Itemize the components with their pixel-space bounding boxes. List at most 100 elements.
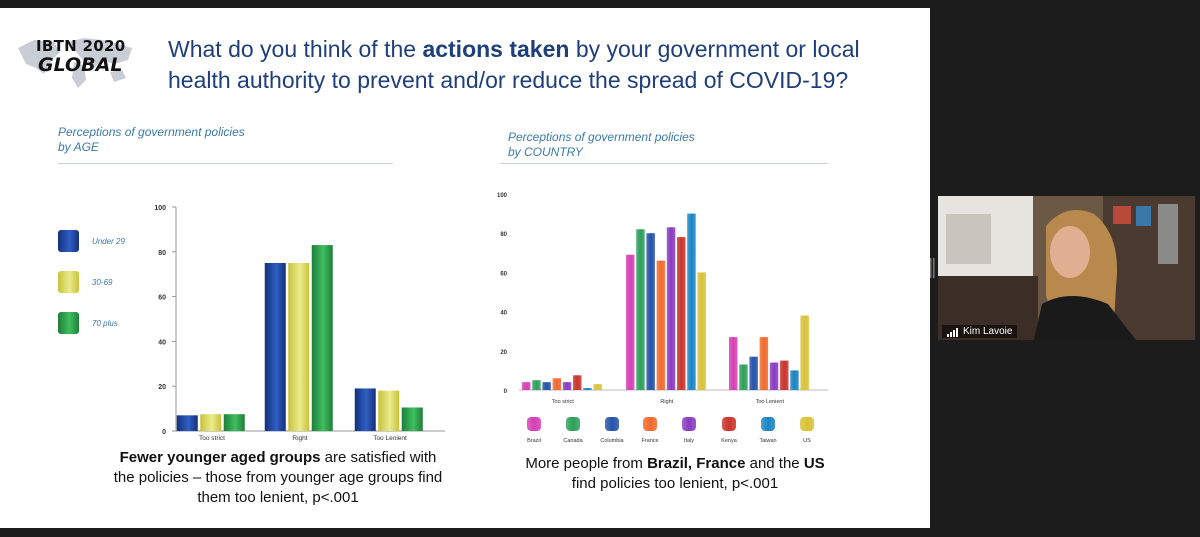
legend-swatch-italy bbox=[682, 417, 696, 431]
bar-columbia-right bbox=[646, 233, 655, 390]
bar-brazil-right bbox=[626, 254, 635, 390]
country-caption-part2: and the bbox=[745, 455, 804, 472]
logo-line1: IBTN 2020 bbox=[36, 37, 126, 55]
age-chart-title-line1: Perceptions of government policies bbox=[58, 125, 245, 139]
bar-canada-too-strict bbox=[532, 380, 541, 390]
legend-label-70-plus: 70 plus bbox=[92, 319, 118, 328]
legend-swatch-brazil bbox=[527, 417, 541, 431]
x-tick-label: Right bbox=[660, 399, 673, 405]
country-caption: More people from Brazil, France and the … bbox=[520, 454, 830, 494]
y-tick-label: 20 bbox=[500, 350, 507, 356]
legend-label-italy: Italy bbox=[684, 438, 694, 444]
presentation-slide: IBTN 2020 GLOBAL What do you think of th… bbox=[0, 8, 930, 528]
legend-swatch-france bbox=[643, 417, 657, 431]
bar-us-too-strict bbox=[593, 384, 602, 390]
country-caption-part3: find policies too lenient, p<.001 bbox=[571, 475, 779, 492]
age-chart-title-line2: by AGE bbox=[58, 140, 99, 154]
question-bold: actions taken bbox=[422, 36, 570, 62]
legend-label-taiwan: Taiwan bbox=[759, 438, 776, 444]
bar-under-29-right bbox=[264, 263, 286, 431]
age-caption: Fewer younger aged groups are satisfied … bbox=[108, 448, 448, 508]
legend-label-brazil: Brazil bbox=[527, 438, 541, 444]
bar-70-plus-too-lenient bbox=[401, 407, 423, 431]
participant-name: Kim Lavoie bbox=[963, 326, 1013, 337]
legend-label-columbia: Columbia bbox=[600, 438, 624, 444]
country-bar-chart: 0 20 40 60 80 100 Too strict Right Too Lenient Br… bbox=[497, 193, 828, 444]
y-tick-label: 80 bbox=[158, 250, 166, 257]
y-tick-label: 40 bbox=[158, 339, 166, 346]
signal-strength-icon bbox=[947, 326, 959, 337]
legend-label-30-69: 30-69 bbox=[92, 278, 113, 287]
legend-swatch-us bbox=[800, 417, 814, 431]
legend-swatch-70-plus bbox=[58, 312, 79, 334]
x-tick-label: Too strict bbox=[199, 435, 225, 442]
bar-france-too-lenient bbox=[759, 337, 769, 390]
legend-swatch-30-69 bbox=[58, 271, 79, 293]
country-chart-title-line2: by COUNTRY bbox=[508, 145, 583, 159]
ibtn-logo: IBTN 2020 GLOBAL bbox=[14, 34, 136, 92]
y-tick-label: 40 bbox=[500, 311, 507, 317]
bar-under-29-too-strict bbox=[176, 415, 198, 431]
logo-line2: GLOBAL bbox=[38, 54, 123, 76]
legend-swatch-kenya bbox=[722, 417, 736, 431]
y-tick-label: 0 bbox=[504, 389, 508, 395]
legend-label-us: US bbox=[803, 438, 811, 444]
participant-name-label: Kim Lavoie bbox=[942, 325, 1018, 338]
bar-columbia-too-lenient bbox=[749, 356, 758, 390]
y-tick-label: 60 bbox=[500, 271, 507, 277]
legend-label-under-29: Under 29 bbox=[92, 237, 125, 246]
bar-30-69-right bbox=[288, 263, 310, 431]
y-tick-label: 100 bbox=[154, 205, 166, 212]
bar-canada-too-lenient bbox=[739, 364, 748, 390]
bar-kenya-right bbox=[677, 237, 686, 390]
x-tick-label: Too Lenient bbox=[756, 399, 785, 405]
bar-canada-right bbox=[636, 229, 645, 390]
legend-swatch-under-29 bbox=[58, 230, 79, 252]
bar-kenya-too-lenient bbox=[780, 360, 789, 390]
participant-video-tile[interactable]: Kim Lavoie bbox=[938, 196, 1195, 340]
bar-kenya-too-strict bbox=[573, 375, 582, 390]
bar-france-right bbox=[656, 260, 666, 390]
bar-70-plus-too-strict bbox=[223, 414, 245, 431]
y-tick-label: 0 bbox=[162, 429, 166, 436]
bar-brazil-too-strict bbox=[522, 382, 531, 390]
country-caption-part1: More people from bbox=[525, 455, 648, 472]
question-part2: by your government or local health autho… bbox=[168, 36, 860, 93]
grip-icon bbox=[930, 258, 935, 278]
country-title-rule bbox=[500, 163, 828, 164]
legend-swatch-taiwan bbox=[761, 417, 775, 431]
resize-handle[interactable] bbox=[930, 258, 935, 278]
country-chart-title-line1: Perceptions of government policies bbox=[508, 130, 695, 144]
bar-italy-too-strict bbox=[562, 382, 572, 390]
x-tick-label: Too Lenient bbox=[373, 435, 407, 442]
question-part1: What do you think of the bbox=[168, 36, 423, 62]
y-tick-label: 80 bbox=[500, 232, 507, 238]
age-chart-title: Perceptions of government policies by AG… bbox=[58, 125, 245, 155]
legend-label-canada: Canada bbox=[563, 438, 583, 444]
y-tick-label: 20 bbox=[158, 384, 166, 391]
bar-columbia-too-strict bbox=[542, 382, 551, 390]
age-caption-bold: Fewer younger aged groups bbox=[119, 449, 321, 466]
bar-italy-right bbox=[666, 227, 676, 390]
bar-italy-too-lenient bbox=[769, 362, 779, 390]
bar-taiwan-right bbox=[687, 213, 696, 390]
bar-70-plus-right bbox=[311, 245, 333, 431]
legend-swatch-canada bbox=[566, 417, 580, 431]
participant-video-feed bbox=[938, 196, 1195, 340]
y-tick-label: 60 bbox=[158, 295, 166, 302]
bar-under-29-too-lenient bbox=[354, 388, 376, 431]
y-tick-label: 100 bbox=[497, 193, 508, 199]
bar-brazil-too-lenient bbox=[729, 337, 738, 390]
bar-30-69-too-strict bbox=[200, 414, 222, 431]
legend-label-france: France bbox=[641, 438, 658, 444]
legend-swatch-columbia bbox=[605, 417, 619, 431]
country-chart-title: Perceptions of government policies by CO… bbox=[508, 130, 695, 160]
age-caption-rest: are satisfied with the policies – those … bbox=[113, 449, 443, 506]
bar-us-too-lenient bbox=[800, 315, 809, 390]
age-title-rule bbox=[58, 163, 393, 164]
bar-us-right bbox=[697, 272, 706, 390]
legend-label-kenya: Kenya bbox=[721, 438, 738, 444]
bar-france-too-strict bbox=[552, 378, 562, 390]
age-bar-chart: 0 20 40 60 80 100 Too strict Right Too Lenient Un… bbox=[58, 205, 445, 442]
bar-taiwan-too-lenient bbox=[790, 370, 799, 390]
